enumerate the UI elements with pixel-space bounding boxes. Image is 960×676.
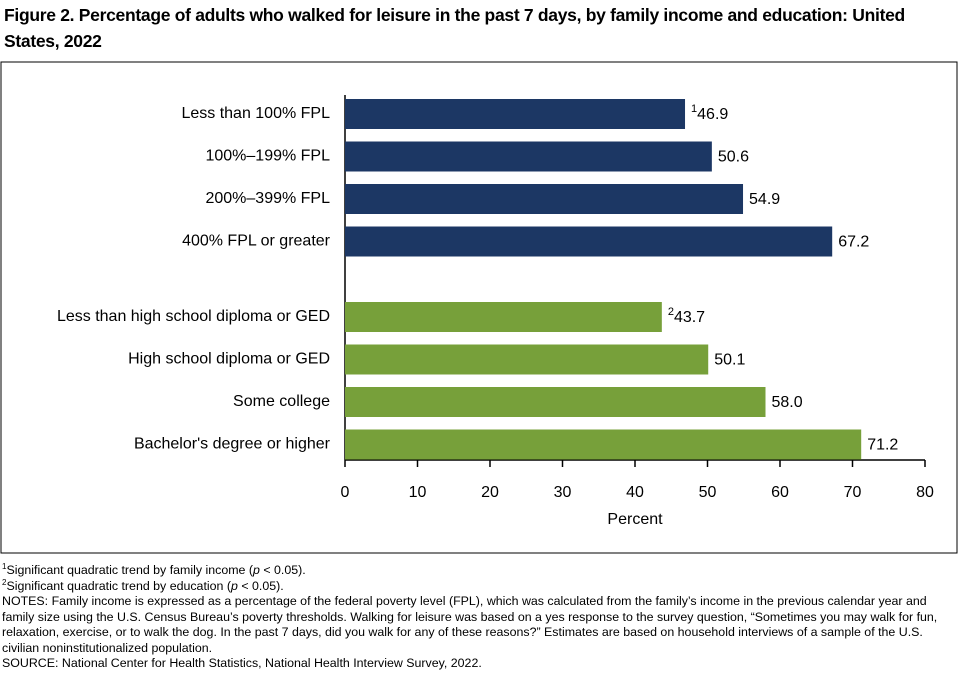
footnote-text: < 0.05). xyxy=(237,578,284,593)
chart: Percent 0 10 20 30 40 50 60 70 80 Less than 100% … xyxy=(0,61,958,554)
source-text: SOURCE: National Center for Health Stati… xyxy=(2,656,482,670)
y-tick-label: High school diploma or GED xyxy=(128,351,330,368)
footnote: 2Significant quadratic trend by educatio… xyxy=(2,577,958,595)
y-tick-label: Less than 100% FPL xyxy=(181,105,330,122)
footnote: 1Significant quadratic trend by family i… xyxy=(2,561,958,579)
footnote-mark: 2 xyxy=(668,306,674,318)
data-label: 54.9 xyxy=(749,191,780,208)
y-tick-label: Bachelor's degree or higher xyxy=(134,436,331,453)
bar xyxy=(345,99,686,129)
data-label-value: 58.0 xyxy=(772,394,803,411)
y-tick-label: Some college xyxy=(233,393,330,410)
data-label: 71.2 xyxy=(867,437,898,454)
data-label: 50.1 xyxy=(714,352,745,369)
footnote-text: Significant quadratic trend by education… xyxy=(6,578,231,593)
bar xyxy=(345,429,862,460)
x-axis-label: Percent xyxy=(607,511,663,528)
x-tick-label: 30 xyxy=(554,484,572,501)
y-tick-label: Less than high school diploma or GED xyxy=(57,308,330,325)
data-label: 146.9 xyxy=(691,103,728,123)
footnotes: 1Significant quadratic trend by family i… xyxy=(2,561,958,672)
data-label: 67.2 xyxy=(838,234,869,251)
bar xyxy=(345,141,712,172)
data-label-value: 67.2 xyxy=(838,234,869,251)
footnote-text: p xyxy=(253,563,260,577)
data-label-value: 54.9 xyxy=(749,191,780,208)
x-tick-label: 70 xyxy=(844,484,862,501)
data-label-value: 71.2 xyxy=(867,437,898,454)
footnote-mark: 2 xyxy=(2,577,7,587)
bar xyxy=(345,387,766,417)
x-tick-label: 10 xyxy=(409,484,427,501)
data-label-value: 43.7 xyxy=(674,309,705,326)
data-label: 58.0 xyxy=(772,394,803,411)
bar xyxy=(345,226,833,257)
x-tick-label: 80 xyxy=(916,484,934,501)
data-label-value: 50.6 xyxy=(718,149,749,166)
chart-title: Figure 2. Percentage of adults who walke… xyxy=(4,5,905,51)
bar xyxy=(345,302,662,332)
footnote-text: Significant quadratic trend by family in… xyxy=(6,563,254,577)
footnote-text: < 0.05). xyxy=(259,563,306,577)
data-label-value: 50.1 xyxy=(714,352,745,369)
y-tick-label: 200%–399% FPL xyxy=(205,190,330,207)
data-label: 50.6 xyxy=(718,149,749,166)
y-tick-label: 400% FPL or greater xyxy=(182,233,331,250)
footnote-text: p xyxy=(231,578,238,593)
bar xyxy=(345,184,744,214)
footnote-mark: 1 xyxy=(691,103,697,115)
data-label: 243.7 xyxy=(668,306,705,326)
data-label-value: 46.9 xyxy=(697,106,728,123)
footnote-mark: 1 xyxy=(2,561,7,571)
x-tick-label: 50 xyxy=(699,484,717,501)
notes-text: NOTES: Family income is expressed as a p… xyxy=(2,594,938,655)
bar xyxy=(345,344,709,375)
x-tick-label: 20 xyxy=(481,484,499,501)
x-tick-label: 60 xyxy=(771,484,789,501)
chart-frame xyxy=(0,61,958,554)
x-tick-label: 40 xyxy=(626,484,644,501)
y-tick-label: 100%–199% FPL xyxy=(205,148,330,165)
x-tick-label: 0 xyxy=(341,484,350,501)
